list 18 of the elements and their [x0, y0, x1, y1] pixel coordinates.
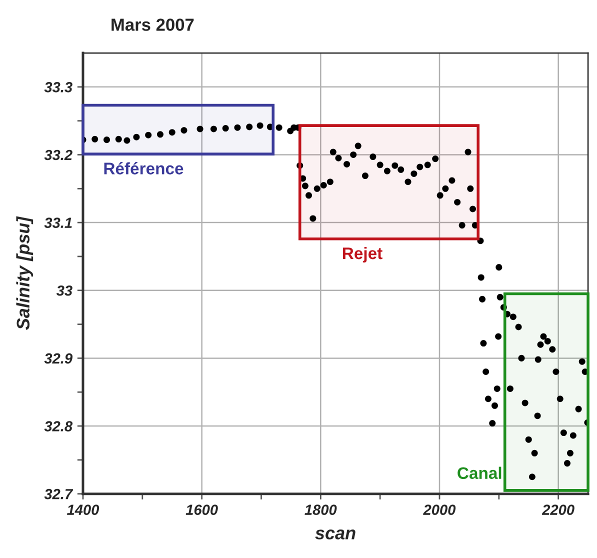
- y-tick-label: 32.9: [44, 353, 73, 364]
- x-tick-label: 1400: [67, 504, 100, 515]
- band-label: Canal: [458, 466, 502, 480]
- y-tick-label: 33.3: [44, 82, 72, 92]
- x-axis-title: scan: [315, 530, 356, 540]
- chart-title: Mars 2007: [112, 18, 194, 31]
- y-tick-label: 33: [56, 285, 72, 296]
- x-tick-label: 2000: [423, 504, 456, 515]
- y-tick-label: 33.2: [44, 150, 72, 160]
- y-tick-label: 33.1: [44, 218, 72, 228]
- y-axis-title: Salinity [psu]: [16, 216, 34, 330]
- y-tick-label: 32.8: [44, 421, 73, 432]
- y-tick-label: 32.7: [44, 488, 74, 500]
- x-tick-label: 2200: [542, 504, 574, 515]
- band-label: Rejet: [342, 246, 382, 263]
- band-label: Référence: [104, 162, 184, 174]
- x-tick-label: 1600: [186, 504, 218, 515]
- x-tick-label: 1800: [304, 504, 337, 515]
